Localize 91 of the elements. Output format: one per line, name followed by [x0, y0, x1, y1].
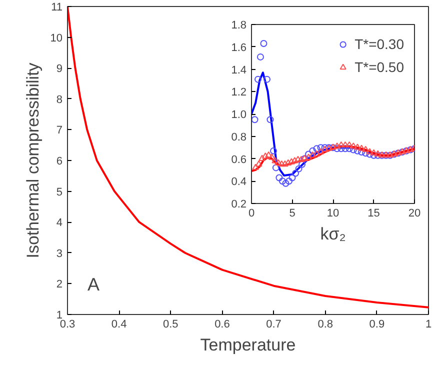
y-tick-label: 8 — [56, 94, 63, 106]
point — [254, 76, 262, 83]
y-axis-title: Isothermal compressibility — [23, 62, 42, 258]
point — [362, 146, 370, 152]
point — [255, 160, 262, 167]
point — [346, 145, 353, 152]
x-axis-title: kσ₂ — [320, 224, 346, 244]
x-tick-label: 0.8 — [318, 318, 334, 330]
x-tick-label: 1 — [425, 318, 432, 330]
x-tick-label: 5 — [289, 208, 296, 220]
x-tick-label: 0.5 — [162, 318, 178, 330]
x-tick-label: 0.9 — [369, 318, 385, 330]
y-tick-label: 3 — [56, 248, 63, 260]
point — [284, 159, 292, 166]
point — [285, 178, 292, 185]
y-tick-label: 6 — [56, 156, 63, 168]
point — [272, 164, 280, 172]
y-tick-label: 1.4 — [231, 64, 247, 76]
point — [305, 154, 312, 160]
legend-label: T*=0.50 — [354, 59, 404, 75]
point — [309, 147, 316, 154]
point — [252, 116, 258, 124]
point — [334, 142, 341, 149]
legend-label: T*=0.30 — [354, 36, 404, 52]
point — [370, 149, 378, 156]
point — [313, 145, 320, 152]
y-tick-label: 1.0 — [231, 109, 247, 121]
point — [298, 156, 305, 162]
y-tick-label: 0.2 — [231, 198, 247, 210]
x-tick-label: 0.3 — [60, 318, 76, 330]
point — [342, 141, 349, 148]
y-tick-label: 0.8 — [231, 131, 247, 144]
point — [288, 174, 296, 182]
point — [305, 150, 312, 158]
x-tick-label: 0.4 — [111, 318, 127, 330]
point — [266, 116, 274, 124]
x-axis-title: Temperature — [200, 336, 296, 354]
point — [256, 53, 264, 60]
point — [309, 151, 316, 158]
point — [258, 154, 266, 161]
point — [274, 159, 282, 166]
point — [346, 141, 353, 148]
point — [358, 144, 366, 151]
y-tick-label: 1.2 — [231, 86, 247, 99]
point — [282, 180, 290, 187]
point — [252, 164, 260, 170]
point — [350, 142, 357, 149]
y-tick-label: 1.8 — [231, 20, 247, 32]
point — [272, 157, 279, 164]
y-tick-label: 1.6 — [231, 42, 247, 54]
x-tick-label: 0 — [248, 208, 255, 220]
point — [317, 148, 324, 154]
point — [278, 160, 286, 167]
point — [338, 141, 345, 148]
x-tick-label: 0.7 — [266, 318, 282, 330]
point — [265, 151, 272, 158]
point — [366, 148, 374, 154]
point — [262, 152, 269, 159]
point — [268, 154, 276, 160]
y-tick-label: 7 — [56, 124, 63, 137]
y-tick-label: 1 — [56, 310, 63, 322]
point — [263, 76, 270, 83]
x-tick-label: 0.6 — [214, 318, 230, 330]
point — [294, 156, 302, 162]
x-tick-label: 20 — [408, 208, 421, 220]
point — [317, 144, 324, 152]
point — [295, 165, 302, 172]
y-tick-label: 5 — [56, 186, 63, 198]
y-tick-label: 10 — [50, 32, 63, 44]
point — [291, 157, 298, 164]
point — [281, 160, 288, 167]
y-tick-label: 9 — [56, 63, 63, 76]
point — [313, 150, 320, 157]
y-tick-label: 4 — [56, 217, 63, 230]
y-tick-label: 11 — [51, 2, 63, 14]
y-tick-label: 0.4 — [231, 176, 247, 188]
point — [292, 170, 300, 177]
point — [270, 147, 278, 154]
point — [354, 144, 361, 150]
annotation: A — [88, 274, 100, 294]
point — [276, 174, 283, 182]
x-tick-label: 15 — [368, 208, 380, 220]
line-series — [68, 6, 428, 308]
x-tick-label: 10 — [326, 208, 340, 220]
point — [260, 40, 268, 48]
point — [288, 158, 295, 164]
y-tick-label: 0.6 — [231, 154, 247, 166]
point — [338, 145, 345, 152]
point — [278, 178, 286, 185]
point — [342, 145, 349, 152]
y-tick-label: 2 — [56, 278, 63, 291]
